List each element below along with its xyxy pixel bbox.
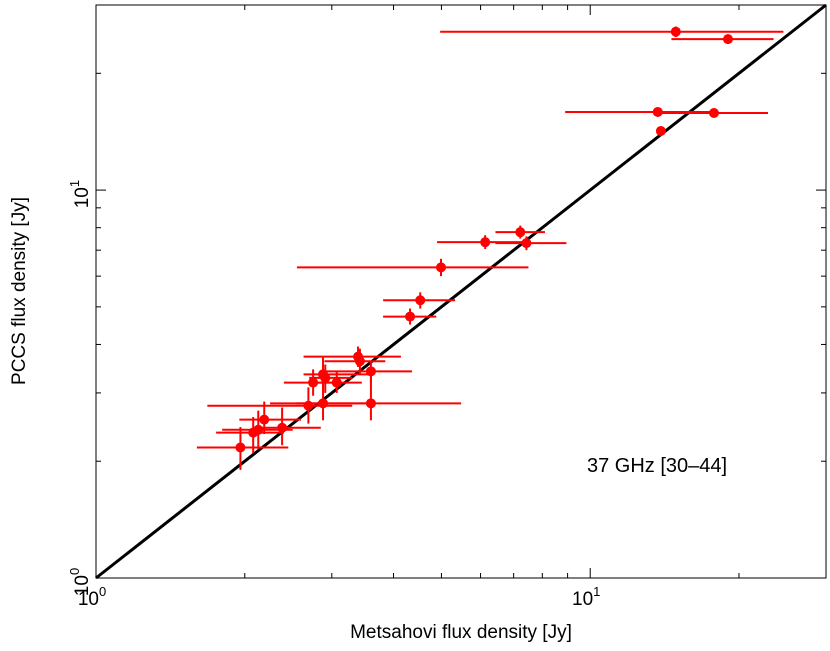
data-point [303, 400, 314, 411]
data-point-group [655, 126, 666, 137]
annotation: 37 GHz [30–44] [587, 455, 727, 477]
y-tick-label: 101 [67, 180, 93, 208]
data-point [235, 442, 246, 453]
x-tick-label: 100 [78, 584, 106, 610]
data-point-group [324, 348, 386, 375]
data-point-group [671, 34, 774, 45]
data-point-group [383, 308, 437, 325]
x-tick-label: 101 [572, 584, 600, 610]
data-point-group [296, 258, 529, 277]
data-point [415, 295, 426, 306]
y-axis-label: PCCS flux density [Jy] [9, 197, 30, 385]
data-point [708, 108, 719, 119]
data-point [515, 227, 526, 238]
y-tick-label: 100 [67, 568, 93, 596]
data-point [436, 262, 447, 273]
data-point-group [565, 106, 714, 117]
data-point [277, 422, 288, 433]
data-point-group [495, 236, 567, 251]
data-point-group [196, 427, 289, 470]
data-point [308, 377, 319, 388]
data-point [405, 311, 416, 322]
data-point [652, 106, 663, 117]
data-point [655, 126, 666, 137]
data-point-group [495, 225, 545, 239]
data-point [722, 34, 733, 45]
data-point-group [383, 292, 456, 309]
data-point [259, 414, 270, 425]
data-point-group [239, 401, 302, 435]
data-point-group [207, 387, 353, 424]
data-point [320, 372, 331, 383]
data-point [365, 398, 376, 409]
data-point-group [296, 374, 462, 421]
data-point [248, 427, 259, 438]
data-point-group [440, 26, 784, 38]
plot-frame [95, 4, 827, 579]
data-point [521, 238, 532, 249]
data-point [354, 356, 365, 367]
reference-line [95, 3, 827, 580]
data-point-group [657, 108, 769, 119]
data-point [670, 26, 681, 37]
data-point [480, 237, 491, 248]
x-axis-label: Metsahovi flux density [Jy] [350, 622, 572, 643]
data-point-group [283, 369, 339, 396]
